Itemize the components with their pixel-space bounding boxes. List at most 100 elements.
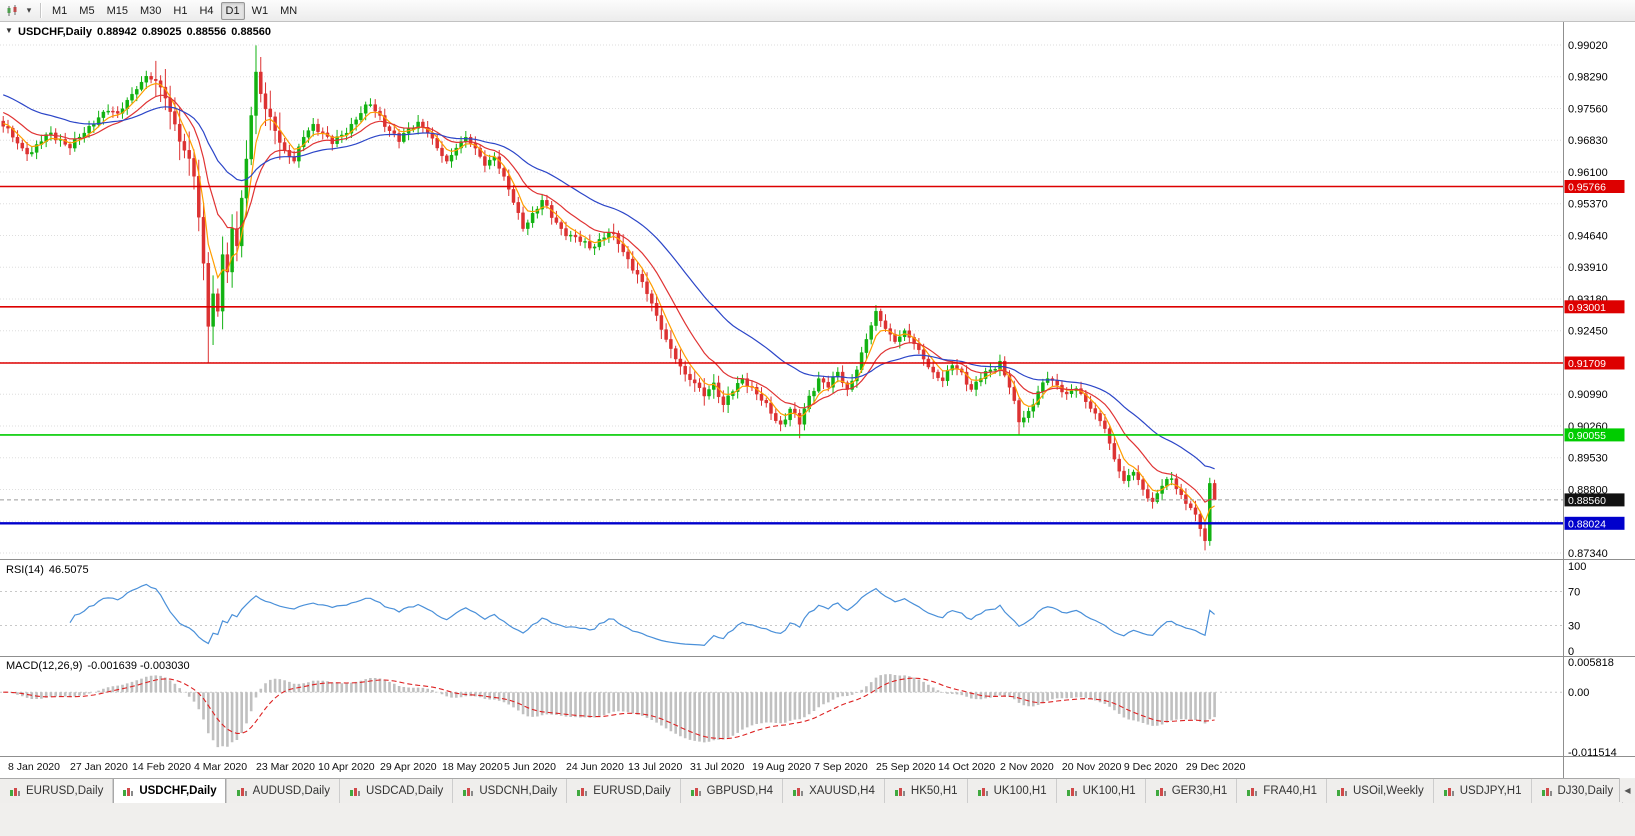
svg-text:8 Jan 2020: 8 Jan 2020	[8, 761, 60, 773]
svg-text:0.88560: 0.88560	[1568, 495, 1606, 507]
chart-tab-label: UK100,H1	[1082, 785, 1136, 797]
chart-tab-icon	[1247, 787, 1258, 796]
date-axis[interactable]: 8 Jan 2020 27 Jan 2020 14 Feb 2020 4 Mar 20…	[8, 761, 1246, 773]
chart-tab-label: USDCNH,Daily	[479, 785, 558, 797]
chart-tab-icon	[123, 787, 134, 796]
chart-tab-ger30-h1[interactable]: GER30,H1	[1146, 779, 1238, 803]
svg-text:0.94640: 0.94640	[1568, 231, 1608, 243]
svg-text:0.95370: 0.95370	[1568, 199, 1608, 211]
chart-tab-icon	[977, 787, 988, 796]
candlestick-chart-icon	[7, 4, 17, 16]
chart-tab-label: XAUUSD,H4	[809, 785, 875, 797]
chart-tab-gbpusd-h4[interactable]: GBPUSD,H4	[681, 779, 784, 803]
svg-text:13 Jul 2020: 13 Jul 2020	[628, 761, 682, 773]
chart-tab-usoil-weekly[interactable]: USOil,Weekly	[1327, 779, 1434, 803]
chart-tab-label: DJ30,Daily	[1557, 785, 1614, 797]
chart-tab-dj30-daily[interactable]: DJ30,Daily	[1532, 779, 1624, 803]
macd-axis[interactable]: 0.005818 0.00 -0.011514	[1568, 657, 1617, 759]
svg-text:0.92450: 0.92450	[1568, 326, 1608, 338]
chart-tab-icon	[463, 787, 474, 796]
chart-tab-label: GER30,H1	[1171, 785, 1228, 797]
rsi-axis[interactable]: 100 70 30 0	[1568, 561, 1586, 658]
chart-tab-label: USDCHF,Daily	[139, 785, 217, 797]
tabs-scroll-left-button[interactable]: ◀	[1619, 778, 1635, 802]
timeframe-toolbar: M1 M5 M15 M30 H1 H4 D1 W1 MN	[46, 1, 303, 20]
svg-text:0.93910: 0.93910	[1568, 262, 1608, 274]
svg-text:0.99020: 0.99020	[1568, 40, 1608, 52]
timeframe-button-m15[interactable]: M15	[102, 2, 133, 20]
timeframe-button-w1[interactable]: W1	[247, 2, 274, 20]
price-tag-0.91709: 0.91709	[1564, 356, 1625, 370]
timeframe-button-d1[interactable]: D1	[220, 1, 245, 20]
chart-tab-usdcad-daily[interactable]: USDCAD,Daily	[340, 779, 454, 803]
svg-text:0.96830: 0.96830	[1568, 135, 1608, 147]
chart-tab-label: EURUSD,Daily	[26, 785, 104, 797]
svg-text:7 Sep 2020: 7 Sep 2020	[814, 761, 868, 773]
chart-tab-icon	[1336, 787, 1347, 796]
svg-text:0: 0	[1568, 646, 1574, 658]
chart-tab-eurusd-daily[interactable]: EURUSD,Daily	[0, 779, 114, 803]
svg-text:5 Jun 2020: 5 Jun 2020	[504, 761, 556, 773]
svg-text:23 Mar 2020: 23 Mar 2020	[256, 761, 315, 773]
svg-text:2 Nov 2020: 2 Nov 2020	[1000, 761, 1054, 773]
chart-tab-icon	[894, 787, 905, 796]
svg-text:25 Sep 2020: 25 Sep 2020	[876, 761, 936, 773]
svg-text:0.97560: 0.97560	[1568, 104, 1608, 116]
svg-text:0.95766: 0.95766	[1568, 182, 1606, 194]
rsi-levels	[0, 591, 1563, 626]
chart-tab-uk100-h1[interactable]: UK100,H1	[968, 779, 1057, 803]
svg-text:14 Feb 2020: 14 Feb 2020	[132, 761, 191, 773]
chart-tab-strip: EURUSD,Daily USDCHF,Daily AUDUSD,Daily USDC…	[0, 779, 1635, 803]
svg-text:4 Mar 2020: 4 Mar 2020	[194, 761, 247, 773]
svg-text:70: 70	[1568, 587, 1580, 599]
svg-text:29 Apr 2020: 29 Apr 2020	[380, 761, 437, 773]
svg-text:31 Jul 2020: 31 Jul 2020	[690, 761, 744, 773]
svg-text:0.005818: 0.005818	[1568, 657, 1614, 669]
svg-text:30: 30	[1568, 621, 1580, 633]
svg-text:24 Jun 2020: 24 Jun 2020	[566, 761, 624, 773]
chart-tab-icon	[349, 787, 360, 796]
macd-signal-line	[3, 677, 1215, 740]
chart-tab-uk100-h1[interactable]: UK100,H1	[1057, 779, 1146, 803]
price-tag-0.90055: 0.90055	[1564, 428, 1625, 442]
timeframe-button-m5[interactable]: M5	[74, 2, 99, 20]
svg-text:100: 100	[1568, 561, 1586, 573]
svg-text:0.88024: 0.88024	[1568, 518, 1606, 530]
svg-text:0.96100: 0.96100	[1568, 167, 1608, 179]
chart-tab-label: AUDUSD,Daily	[252, 785, 330, 797]
moving-average-5	[3, 82, 1215, 524]
svg-text:0.87340: 0.87340	[1568, 548, 1608, 560]
chart-canvas[interactable]: 0.99020 0.98290 0.97560 0.96830 0.96100 0.953…	[0, 22, 1635, 778]
timeframe-button-m1[interactable]: M1	[47, 2, 72, 20]
svg-text:20 Nov 2020: 20 Nov 2020	[1062, 761, 1122, 773]
chart-tab-usdjpy-h1[interactable]: USDJPY,H1	[1434, 779, 1532, 803]
chart-tab-fra40-h1[interactable]: FRA40,H1	[1237, 779, 1327, 803]
chart-tab-label: USDJPY,H1	[1459, 785, 1522, 797]
price-tag-0.93001: 0.93001	[1564, 300, 1625, 314]
toolbar-separator	[40, 3, 41, 18]
chart-tab-audusd-daily[interactable]: AUDUSD,Daily	[227, 779, 340, 803]
chart-tab-usdchf-daily[interactable]: USDCHF,Daily	[113, 779, 227, 803]
chart-tab-eurusd-daily[interactable]: EURUSD,Daily	[567, 779, 681, 803]
chart-tab-usdcnh-daily[interactable]: USDCNH,Daily	[453, 779, 568, 803]
timeframe-button-mn[interactable]: MN	[275, 2, 302, 20]
timeframe-button-h4[interactable]: H4	[194, 2, 218, 20]
chart-tab-label: UK100,H1	[993, 785, 1047, 797]
price-tag-0.88024: 0.88024	[1564, 516, 1625, 530]
macd-histogram	[6, 674, 1216, 748]
chart-dropdown-caret-icon[interactable]: ▾	[26, 5, 32, 15]
chart-tab-icon	[236, 787, 247, 796]
timeframe-button-h1[interactable]: H1	[168, 2, 192, 20]
moving-average-13	[2, 94, 1215, 503]
svg-text:0.00: 0.00	[1568, 687, 1589, 699]
chart-type-icon[interactable]	[3, 2, 23, 20]
chart-tab-bar: EURUSD,Daily USDCHF,Daily AUDUSD,Daily USDC…	[0, 778, 1635, 803]
svg-text:0.90055: 0.90055	[1568, 430, 1606, 442]
chart-tab-icon	[1155, 787, 1166, 796]
svg-text:27 Jan 2020: 27 Jan 2020	[70, 761, 128, 773]
chart-tab-xauusd-h4[interactable]: XAUUSD,H4	[783, 779, 885, 803]
timeframe-button-m30[interactable]: M30	[135, 2, 166, 20]
chart-tab-hk50-h1[interactable]: HK50,H1	[885, 779, 968, 803]
chart-tab-label: HK50,H1	[910, 785, 958, 797]
